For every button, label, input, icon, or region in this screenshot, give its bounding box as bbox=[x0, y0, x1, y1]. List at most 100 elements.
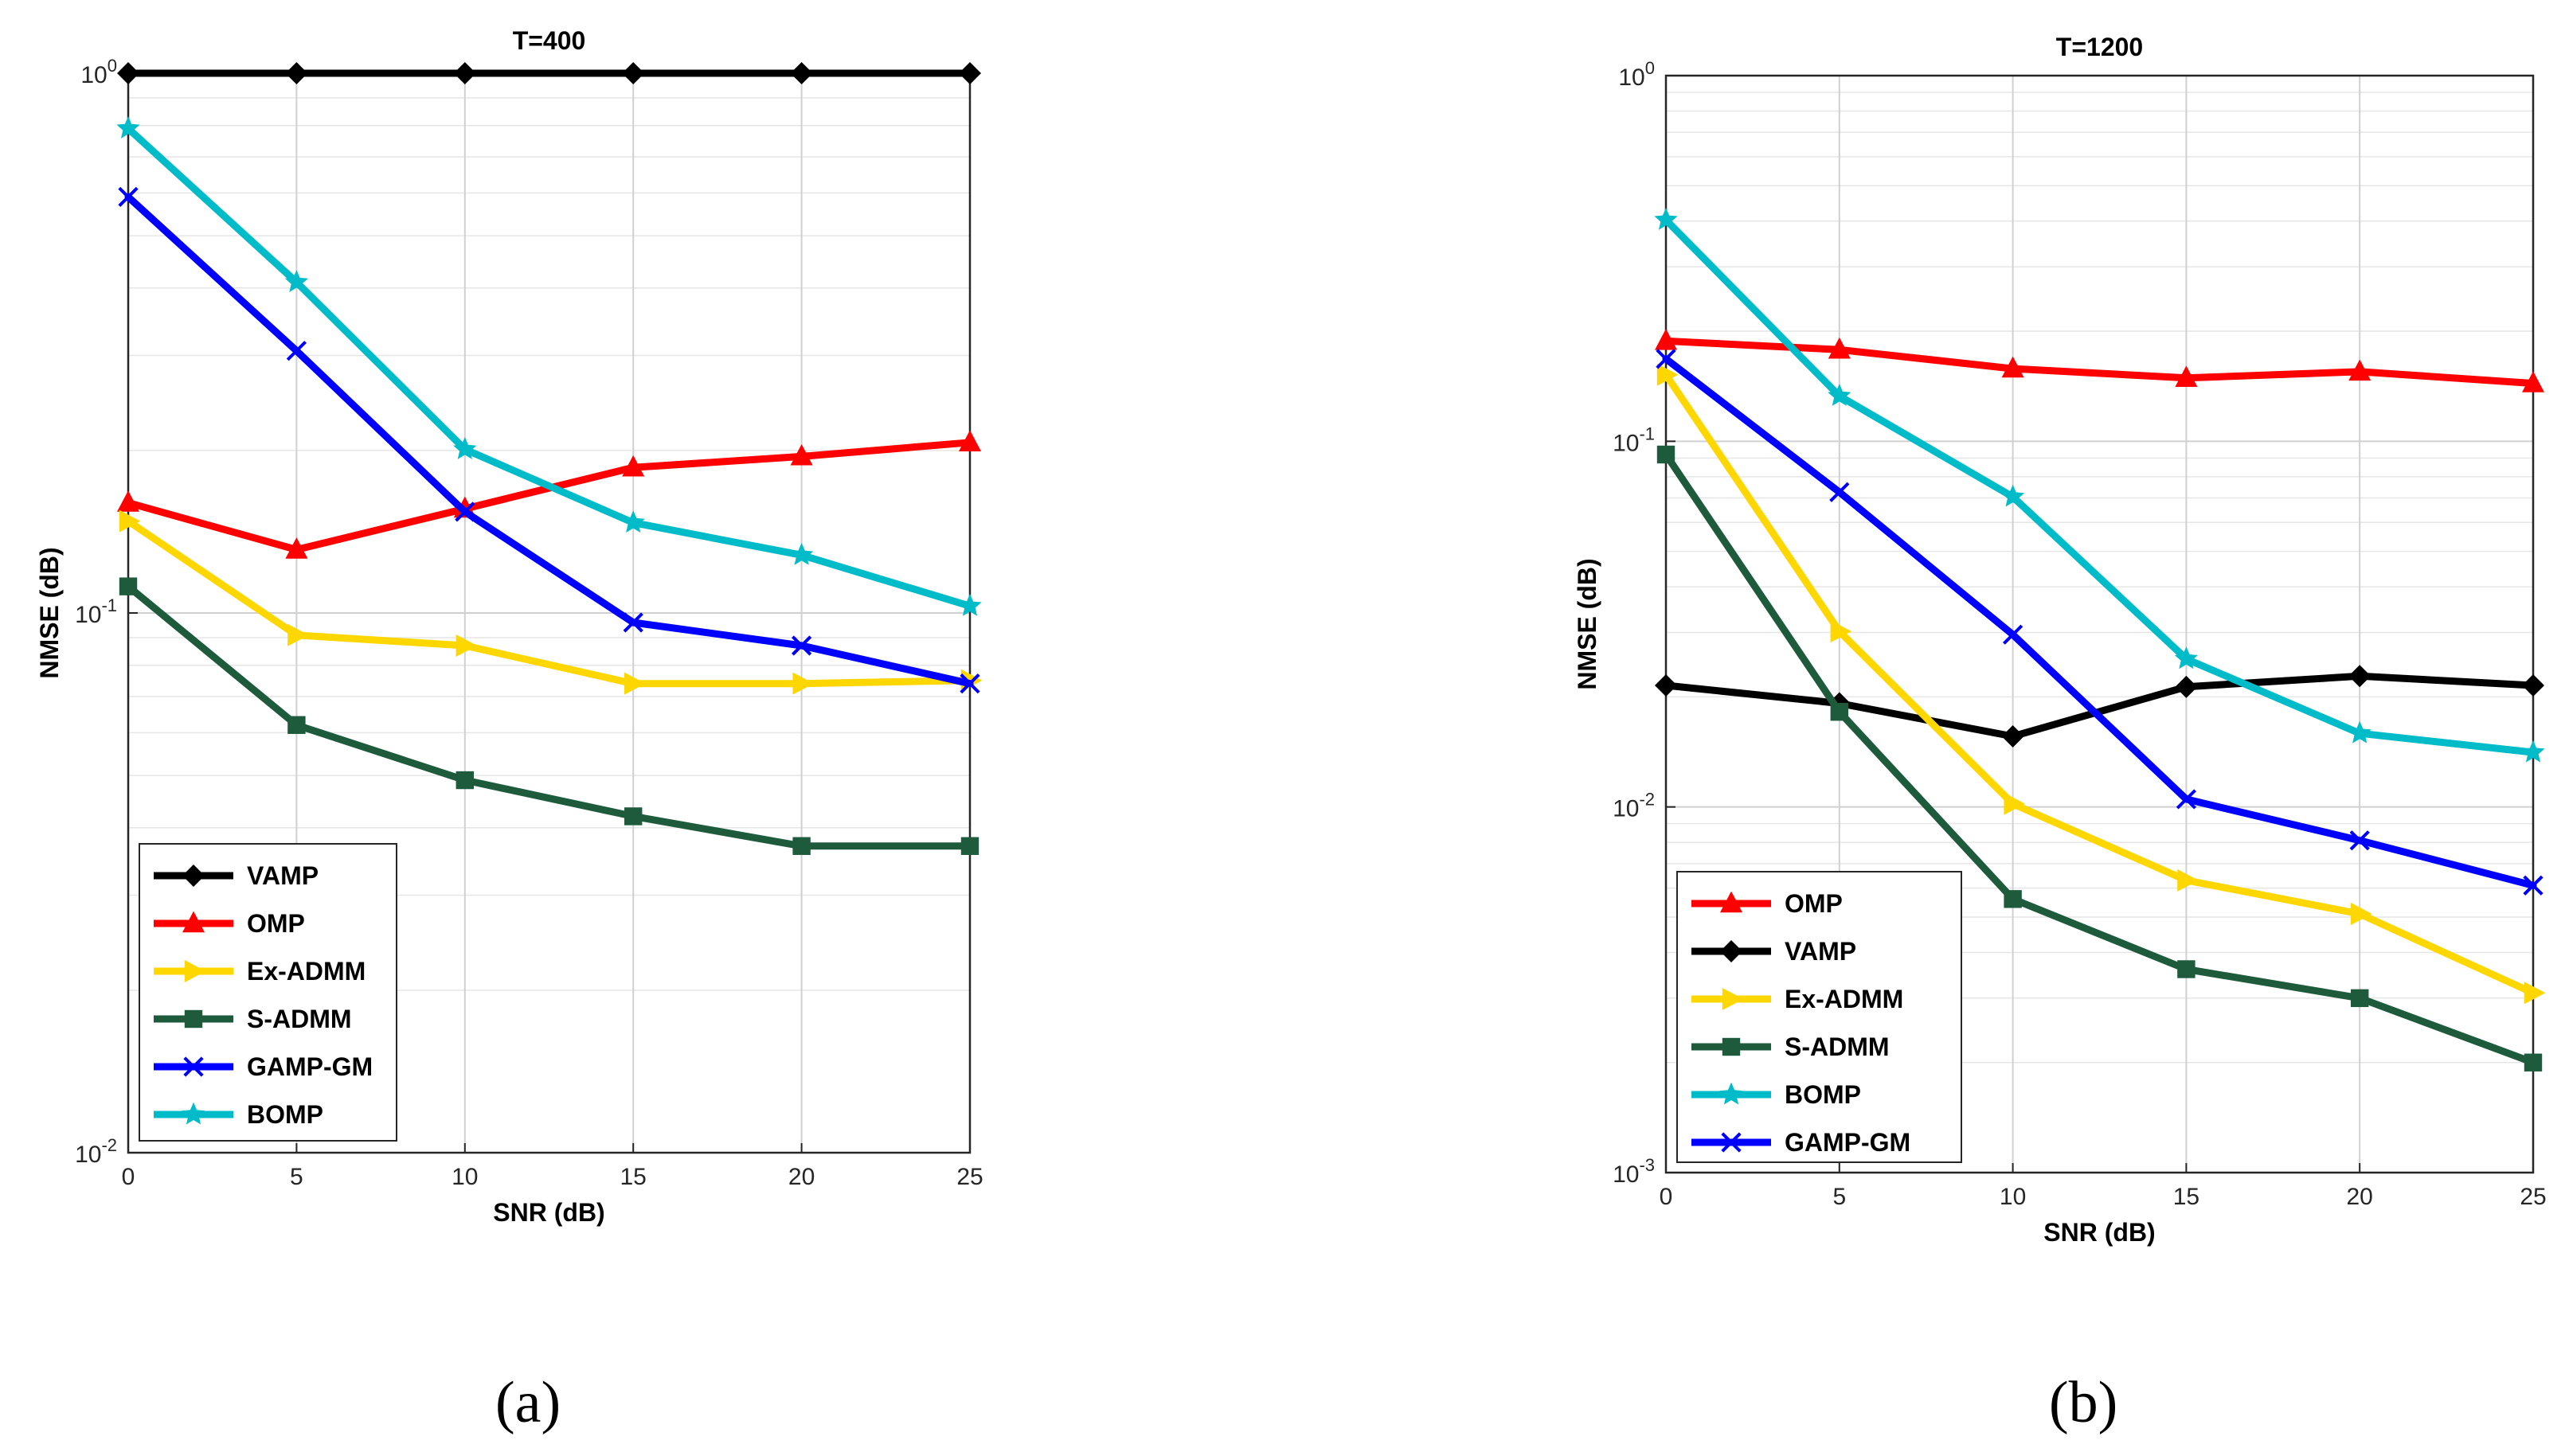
panel-a-data-point-gamp-gm bbox=[286, 341, 307, 361]
panel-a-data-point-bomp bbox=[284, 270, 308, 292]
panel-a-data-point-ex-admm bbox=[456, 634, 478, 658]
panel-a-legend-label-gamp-gm: GAMP-GM bbox=[247, 1052, 373, 1081]
panel-a-data-point-bomp bbox=[958, 593, 982, 616]
panel-b-series-line-gamp-gm bbox=[1662, 355, 2537, 889]
panel-a-series-s-admm bbox=[119, 577, 979, 855]
panel-b-y-tick-label: 10-2 bbox=[1613, 790, 1655, 822]
panel-a-data-point-s-admm bbox=[287, 716, 306, 734]
panel-a-data-point-vamp bbox=[117, 62, 139, 84]
panel-a-y-tick-exponent: -2 bbox=[101, 1135, 117, 1155]
panel-b-series-line-ex-admm bbox=[1662, 371, 2537, 997]
panel-a-x-tick-label: 0 bbox=[122, 1164, 135, 1190]
panel-b-data-point-gamp-gm bbox=[1829, 482, 1850, 502]
panel-a-x-tick-label: 10 bbox=[452, 1164, 478, 1190]
panel-a-legend-label-ex-admm: Ex-ADMM bbox=[247, 957, 366, 986]
panel-b-data-point-vamp bbox=[2175, 675, 2198, 698]
panel-b-data-point-s-admm bbox=[2351, 989, 2369, 1008]
panel-b-legend-marker-gamp-gm bbox=[1721, 1132, 1742, 1153]
panel-b-x-axis-label: SNR (dB) bbox=[2043, 1218, 2155, 1247]
panel-a-legend-marker-ex-admm bbox=[184, 960, 206, 982]
panel-b-x-tick-label: 15 bbox=[2173, 1184, 2199, 1210]
panel-a-y-tick-base: 10 bbox=[80, 62, 107, 88]
panel-b-data-point-vamp bbox=[2001, 724, 2024, 748]
panel-a-series-vamp bbox=[117, 62, 981, 84]
panel-a-data-point-ex-admm bbox=[287, 623, 309, 646]
panel-a-y-tick-label: 10-2 bbox=[75, 1135, 117, 1168]
panel-b-y-tick-exponent: 0 bbox=[1645, 58, 1655, 78]
panel-b-legend-marker-ex-admm bbox=[1722, 988, 1744, 1010]
panel-a-data-point-omp bbox=[622, 455, 645, 477]
panel-b-y-axis-label: NMSE (dB) bbox=[1573, 558, 1601, 689]
panel-b-data-point-ex-admm bbox=[2351, 902, 2372, 925]
panel-b-x-tick-label: 0 bbox=[1660, 1184, 1673, 1210]
panel-a-y-tick-base: 10 bbox=[75, 1142, 101, 1168]
panel-b-series-bomp bbox=[1654, 207, 2545, 763]
panel-a-legend-marker-gamp-gm bbox=[183, 1056, 204, 1077]
panel-b-data-point-ex-admm bbox=[1830, 620, 1852, 643]
panel-b-y-tick-base: 10 bbox=[1618, 64, 1644, 91]
panel-a-data-point-bomp bbox=[790, 542, 814, 565]
panel-b-y-tick-base: 10 bbox=[1613, 1161, 1639, 1188]
panel-b-series-ex-admm bbox=[1656, 363, 2546, 1005]
panel-a-legend-marker-s-admm bbox=[184, 1009, 203, 1029]
panel-a-data-point-gamp-gm bbox=[791, 635, 812, 656]
panel-a-legend-label-omp: OMP bbox=[247, 909, 305, 938]
panel-b-x-tick-label: 10 bbox=[2000, 1184, 2026, 1210]
panel-b-series-s-admm bbox=[1656, 445, 2543, 1072]
panel-a-data-point-omp bbox=[117, 490, 139, 512]
panel-a-y-tick-base: 10 bbox=[75, 602, 101, 628]
panel-b-legend-label-ex-admm: Ex-ADMM bbox=[1785, 985, 1903, 1013]
panel-a-data-point-s-admm bbox=[624, 807, 643, 826]
panel-b-legend-label-s-admm: S-ADMM bbox=[1785, 1032, 1890, 1061]
panel-a-data-point-ex-admm bbox=[792, 672, 814, 695]
panel-a-data-point-bomp bbox=[116, 116, 140, 139]
panel-b-legend-label-omp: OMP bbox=[1785, 889, 1843, 918]
panel-b-data-point-bomp bbox=[2521, 740, 2545, 763]
panel-a-x-tick-label: 5 bbox=[290, 1164, 303, 1190]
panel-a-legend-label-bomp: BOMP bbox=[247, 1100, 323, 1129]
panel-a-x-tick-label: 15 bbox=[620, 1164, 647, 1190]
panel-a-data-point-omp bbox=[959, 430, 981, 451]
panel-b-data-point-vamp bbox=[2348, 665, 2371, 688]
panel-a-data-point-vamp bbox=[622, 62, 645, 84]
panel-b-data-point-s-admm bbox=[2177, 960, 2195, 978]
panel-b-data-point-omp bbox=[2001, 356, 2024, 378]
panel-b-y-tick-exponent: -2 bbox=[1639, 790, 1655, 810]
panel-b-data-point-bomp bbox=[1828, 384, 1851, 406]
panel-a-data-point-s-admm bbox=[792, 837, 811, 855]
panel-a-data-point-s-admm bbox=[119, 577, 138, 595]
panel-b-data-point-s-admm bbox=[1830, 703, 1848, 721]
panel-b-x-tick-label: 20 bbox=[2347, 1184, 2373, 1210]
panel-a-y-tick-label: 10-1 bbox=[75, 595, 117, 628]
panel-b-data-point-vamp bbox=[2522, 673, 2544, 697]
panel-a-series-gamp-gm bbox=[118, 186, 980, 694]
panel-b-data-point-gamp-gm bbox=[2176, 789, 2197, 810]
panel-b-data-point-ex-admm bbox=[2177, 869, 2199, 892]
panel-a-data-point-vamp bbox=[790, 62, 813, 84]
panel-b-data-point-s-admm bbox=[1656, 445, 1675, 464]
panel-a-y-tick-label: 100 bbox=[80, 56, 117, 88]
panel-b-legend-label-vamp: VAMP bbox=[1785, 937, 1856, 966]
panel-b-series-line-s-admm bbox=[1662, 451, 2537, 1067]
panel-b-legend-label-gamp-gm: GAMP-GM bbox=[1785, 1128, 1910, 1157]
panel-b-data-point-vamp bbox=[1655, 673, 1677, 697]
panel-b-data-point-gamp-gm bbox=[1656, 349, 1676, 369]
panel-b-data-point-gamp-gm bbox=[2002, 624, 2023, 645]
panel-b-data-point-ex-admm bbox=[2524, 982, 2546, 1005]
panel-b-data-point-omp bbox=[2348, 359, 2371, 381]
panel-b-legend: OMP VAMP Ex-ADMM S-ADMM BOMP GAMP-GM bbox=[1676, 871, 1962, 1163]
panel-b-data-point-ex-admm bbox=[1656, 363, 1679, 386]
panel-a-legend-label-s-admm: S-ADMM bbox=[247, 1005, 352, 1033]
panel-b-title: T=1200 bbox=[2056, 33, 2143, 61]
panel-a-data-point-gamp-gm bbox=[623, 612, 643, 633]
panel-b-data-point-ex-admm bbox=[2004, 792, 2025, 815]
panel-a-data-point-ex-admm bbox=[624, 672, 646, 695]
panel-b-axes-frame bbox=[1664, 74, 2535, 1174]
panel-b-data-point-bomp bbox=[1654, 207, 1678, 230]
panel-a-data-point-s-admm bbox=[960, 837, 979, 855]
panel-a-x-tick-label: 25 bbox=[956, 1164, 983, 1190]
panel-b-legend-box bbox=[1676, 871, 1962, 1163]
panel-a-data-point-ex-admm bbox=[119, 509, 141, 533]
panel-a-data-point-s-admm bbox=[456, 771, 474, 790]
